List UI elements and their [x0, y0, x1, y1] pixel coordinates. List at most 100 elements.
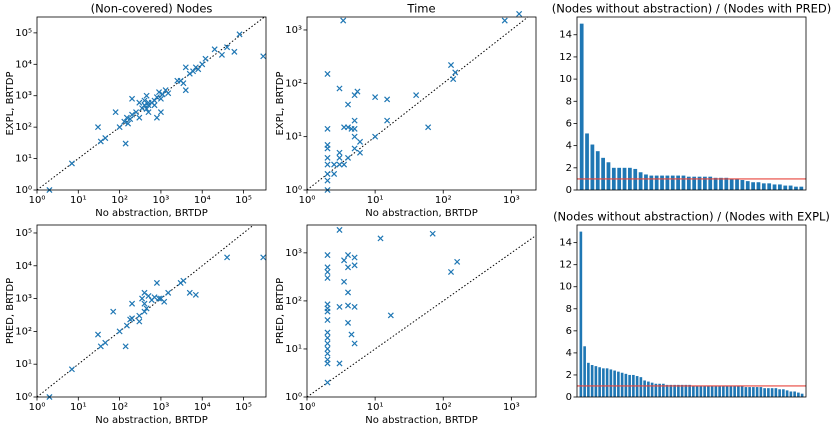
bar — [703, 385, 706, 397]
bar — [670, 175, 675, 190]
y-axis-label: EXPL, BRTDP — [275, 71, 286, 135]
marker — [182, 87, 189, 94]
bar — [707, 385, 710, 397]
y-tick-label: 8 — [566, 304, 572, 315]
x-tick-label: 10³ — [503, 402, 520, 413]
y-tick-label: 2 — [566, 370, 572, 381]
x-axis-label: No abstraction, BRTDP — [365, 208, 478, 219]
marker — [384, 117, 391, 124]
marker — [501, 17, 508, 24]
marker — [143, 305, 150, 312]
bar — [669, 384, 673, 397]
marker — [153, 279, 160, 286]
marker — [351, 133, 358, 140]
x-tick-label: 10¹ — [70, 402, 87, 413]
marker — [260, 254, 267, 261]
marker — [447, 62, 455, 69]
bar — [755, 387, 759, 397]
marker — [341, 257, 348, 264]
marker — [129, 111, 136, 118]
y-tick-label: 10⁵ — [15, 228, 32, 239]
marker — [156, 295, 163, 302]
bar — [778, 184, 782, 190]
marker — [324, 264, 331, 271]
x-tick-label: 10² — [435, 402, 452, 413]
marker — [159, 91, 166, 98]
marker — [224, 254, 231, 261]
y-tick-label: 0 — [566, 185, 572, 196]
marker — [68, 366, 75, 373]
marker — [336, 85, 343, 92]
marker — [161, 298, 168, 305]
axes-frame — [36, 16, 267, 191]
x-tick-label: 10² — [111, 402, 128, 413]
bar — [782, 389, 785, 397]
bar — [654, 175, 659, 190]
marker — [324, 334, 331, 341]
bar — [797, 392, 800, 397]
marker — [260, 53, 267, 60]
marker — [324, 317, 331, 324]
bar — [647, 381, 650, 397]
bar — [710, 385, 714, 397]
bar — [770, 388, 774, 397]
bar — [665, 384, 669, 397]
bar — [624, 373, 628, 397]
bar — [650, 382, 654, 397]
marker — [121, 118, 128, 125]
panel: (Nodes without abstraction) / (Nodes wit… — [553, 210, 830, 404]
marker — [151, 102, 158, 109]
y-tick-label: 12 — [559, 52, 572, 63]
bar — [579, 231, 583, 397]
bar — [772, 184, 777, 190]
marker — [165, 289, 172, 296]
bar — [654, 383, 658, 397]
y-tick-label: 10¹ — [15, 359, 32, 370]
bar — [613, 370, 616, 397]
bar — [639, 377, 643, 397]
y-tick-label: 10³ — [15, 91, 32, 102]
marker — [324, 345, 331, 352]
bar — [684, 384, 688, 397]
marker — [344, 289, 352, 296]
y-tick-label: 10⁴ — [15, 261, 32, 272]
bar — [737, 385, 740, 397]
marker — [324, 301, 331, 308]
bar — [788, 185, 793, 190]
marker — [344, 124, 352, 131]
y-tick-label: 14 — [559, 30, 572, 41]
y-tick-label: 10¹ — [285, 132, 302, 143]
bar — [751, 182, 755, 190]
bar — [583, 346, 586, 397]
bar — [598, 367, 601, 397]
bar — [708, 176, 713, 190]
y-tick-label: 10² — [15, 326, 32, 337]
y-tick-label: 10 — [559, 74, 572, 85]
marker — [145, 102, 152, 109]
x-tick-label: 10⁴ — [194, 402, 211, 413]
marker — [156, 89, 163, 96]
bar — [686, 176, 691, 190]
marker — [218, 51, 225, 58]
y-tick-label: 10² — [15, 122, 32, 133]
marker — [112, 109, 119, 116]
panel-title: (Nodes without abstraction) / (Nodes wit… — [552, 2, 831, 16]
marker — [190, 68, 197, 75]
bar — [756, 182, 761, 190]
y-tick-label: 10¹ — [285, 344, 302, 355]
marker — [387, 312, 394, 319]
marker — [324, 340, 331, 347]
axes-frame — [576, 224, 807, 398]
bar — [633, 168, 638, 190]
x-tick-label: 10⁰ — [299, 402, 316, 413]
panel-title: (Nodes without abstraction) / (Nodes wit… — [553, 210, 830, 224]
marker — [344, 319, 352, 326]
bar — [767, 183, 772, 190]
y-tick-label: 2 — [566, 163, 572, 174]
marker — [344, 154, 352, 161]
marker — [129, 300, 136, 307]
marker — [180, 277, 187, 284]
marker — [351, 303, 358, 310]
marker — [211, 46, 218, 53]
y-tick-label: 10⁰ — [15, 185, 32, 196]
